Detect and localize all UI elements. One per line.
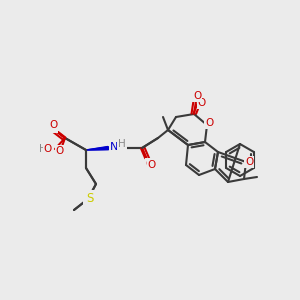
Text: O: O [198,98,206,108]
Text: O: O [56,146,64,156]
Text: O: O [49,122,57,132]
Text: O: O [193,91,201,101]
Text: O: O [245,157,253,167]
Text: H: H [118,139,126,149]
Text: O: O [50,120,58,130]
Polygon shape [86,146,112,150]
Text: O: O [205,118,213,128]
Text: N: N [110,142,118,152]
Text: H: H [39,144,47,154]
Polygon shape [86,146,108,150]
Text: H: H [116,142,124,152]
Text: S: S [86,191,94,205]
Text: N: N [110,143,118,153]
Text: O: O [148,160,156,170]
Text: O: O [146,159,154,169]
Text: H: H [41,147,49,157]
Text: O: O [44,144,52,154]
Text: S: S [84,193,92,206]
